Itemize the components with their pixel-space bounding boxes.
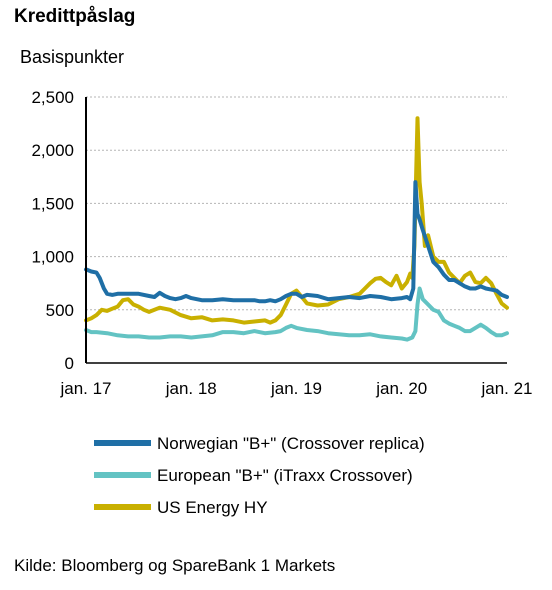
x-tick-label: jan. 17 — [59, 379, 111, 398]
y-axis-ticks: 0 500 1,000 1,500 2,000 2,500 — [31, 88, 74, 373]
x-tick-label: jan. 20 — [375, 379, 427, 398]
y-tick-label: 1,500 — [31, 194, 74, 213]
series-lines — [84, 116, 509, 342]
legend: Norwegian "B+" (Crossover replica) Europe… — [94, 434, 425, 517]
series-line-0 — [84, 180, 509, 304]
y-tick-label: 1,000 — [31, 248, 74, 267]
x-tick-label: jan. 18 — [165, 379, 217, 398]
gridlines — [86, 96, 507, 311]
y-tick-label: 2,000 — [31, 141, 74, 160]
legend-label: European "B+" (iTraxx Crossover) — [157, 466, 413, 485]
x-axis-ticks: jan. 17 jan. 18 jan. 19 jan. 20 jan. 21 — [59, 379, 532, 398]
y-tick-label: 2,500 — [31, 88, 74, 107]
legend-label: Norwegian "B+" (Crossover replica) — [157, 434, 425, 453]
series-line-1 — [84, 286, 509, 342]
chart-title: Kredittpåslag — [14, 6, 135, 27]
x-tick-label: jan. 19 — [270, 379, 322, 398]
chart-subtitle: Basispunkter — [20, 47, 124, 67]
x-tick-label: jan. 21 — [480, 379, 532, 398]
y-tick-label: 500 — [46, 301, 74, 320]
source-note: Kilde: Bloomberg og SpareBank 1 Markets — [14, 556, 335, 575]
legend-label: US Energy HY — [157, 498, 268, 517]
y-tick-label: 0 — [65, 354, 74, 373]
